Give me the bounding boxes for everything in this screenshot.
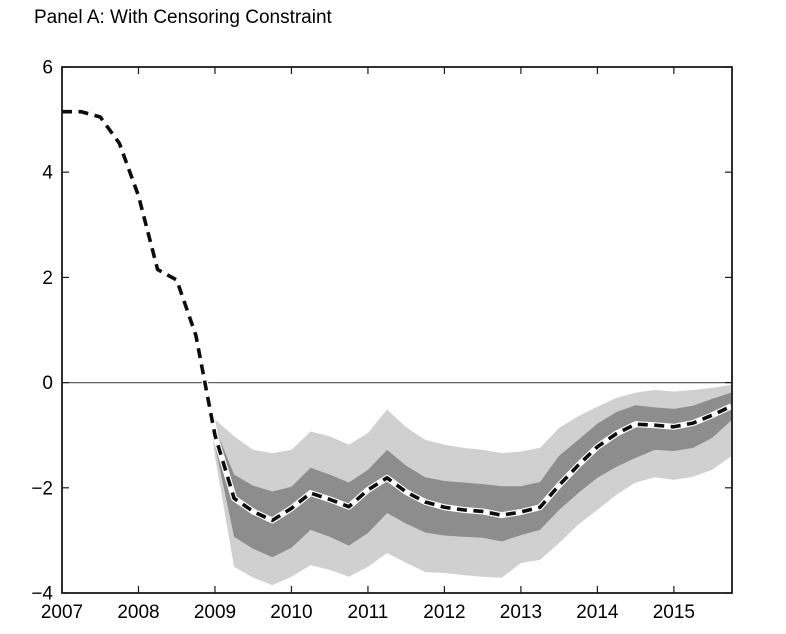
panel-title: Panel A: With Censoring Constraint [34, 7, 332, 28]
x-tick-label: 2011 [348, 602, 389, 623]
x-tick-label: 2014 [576, 602, 619, 623]
x-tick-label: 2008 [117, 602, 159, 623]
y-tick-label: 0 [42, 373, 53, 394]
x-tick-label: 2010 [270, 602, 312, 623]
y-tick-label: −2 [31, 478, 53, 499]
x-tick-label: 2012 [423, 602, 465, 623]
y-tick-label: 4 [42, 163, 53, 184]
y-tick-label: −4 [31, 584, 53, 605]
x-tick-label: 2015 [653, 602, 695, 623]
x-tick-label: 2009 [194, 602, 236, 623]
inner-band [205, 382, 732, 558]
x-tick-label: 2013 [500, 602, 542, 623]
y-tick-label: 6 [42, 58, 53, 79]
plot-border [61, 66, 733, 594]
x-tick-label: 2007 [41, 602, 83, 623]
point-forecast [62, 109, 732, 523]
y-tick-label: 2 [42, 268, 53, 289]
